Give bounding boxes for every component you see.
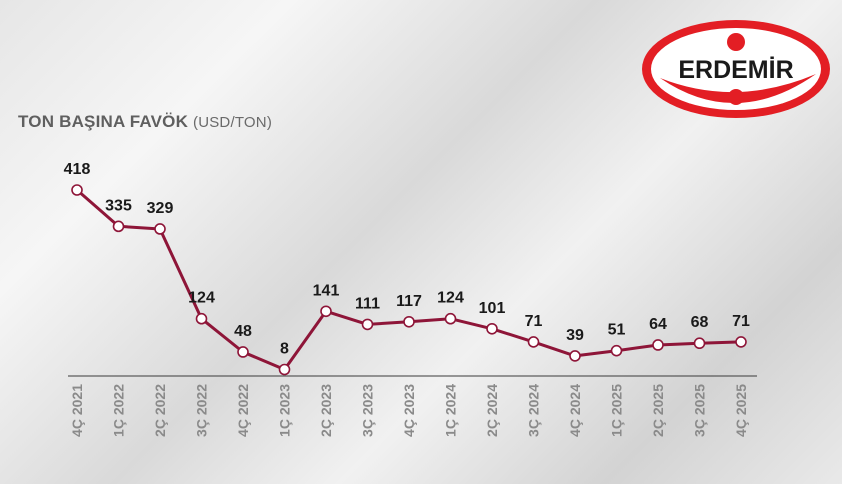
data-point (71, 184, 83, 196)
x-tick-label: 1Ç 2025 (609, 384, 625, 437)
data-point (444, 312, 457, 325)
data-label: 64 (649, 316, 667, 333)
data-points (71, 184, 747, 376)
chart-unit: (USD/TON) (193, 114, 273, 131)
x-tick-label: 2Ç 2025 (650, 384, 666, 437)
x-tick-labels: 4Ç 2021 1Ç 2022 2Ç 2022 3Ç 2022 4Ç 2022 1Ç 20… (69, 384, 749, 437)
data-point (320, 305, 332, 318)
chart-title-text: TON BAŞINA FAVÖK (18, 112, 189, 131)
x-tick-label: 4Ç 2023 (401, 384, 417, 437)
x-tick-label: 2Ç 2024 (484, 384, 500, 437)
x-tick-label: 1Ç 2022 (111, 384, 127, 437)
x-tick-label: 3Ç 2022 (194, 384, 210, 437)
data-label: 48 (234, 323, 252, 340)
data-point (195, 312, 208, 325)
data-label: 111 (355, 295, 380, 312)
data-labels: 418 335 329 124 48 8 141 111 117 124 101 71 39 51 64 68… (64, 161, 750, 357)
data-label: 418 (64, 161, 91, 178)
data-point (486, 322, 498, 335)
x-tick-label: 1Ç 2023 (277, 384, 293, 437)
data-label: 101 (479, 300, 506, 317)
data-label: 8 (280, 340, 289, 357)
data-label: 335 (105, 197, 132, 214)
data-point (361, 318, 374, 331)
data-label: 71 (525, 313, 543, 330)
data-point (569, 350, 581, 362)
chart-title: TON BAŞINA FAVÖK (USD/TON) (18, 112, 272, 132)
data-point (403, 315, 415, 328)
data-label: 68 (691, 314, 709, 331)
x-tick-label: 3Ç 2023 (360, 384, 376, 437)
data-point (527, 336, 540, 348)
x-tick-label: 4Ç 2024 (567, 384, 583, 437)
data-point (237, 346, 249, 358)
data-point (610, 344, 623, 357)
data-label: 329 (147, 200, 174, 217)
data-label: 51 (608, 322, 626, 339)
data-label: 141 (313, 282, 340, 299)
data-label: 124 (188, 290, 215, 307)
x-tick-label: 4Ç 2022 (235, 384, 251, 437)
data-point (154, 223, 166, 235)
data-point (693, 337, 706, 350)
data-point (112, 220, 125, 233)
x-tick-label: 2Ç 2023 (318, 384, 334, 437)
x-tick-label: 2Ç 2022 (152, 384, 168, 437)
data-label: 71 (732, 313, 750, 330)
data-label: 124 (437, 290, 464, 307)
data-label: 117 (396, 293, 422, 310)
data-point (735, 336, 747, 348)
x-tick-label: 4Ç 2021 (69, 384, 85, 437)
data-label: 39 (566, 327, 584, 344)
data-point (652, 339, 664, 351)
series-line (76, 188, 742, 371)
data-point (278, 363, 291, 376)
x-tick-label: 3Ç 2024 (526, 384, 542, 437)
x-tick-label: 4Ç 2025 (733, 384, 749, 437)
x-tick-label: 3Ç 2025 (692, 384, 708, 437)
logo-text: ERDEMİR (678, 56, 793, 84)
x-tick-label: 1Ç 2024 (443, 384, 459, 437)
erdemir-logo: ERDEMİR (642, 20, 830, 118)
